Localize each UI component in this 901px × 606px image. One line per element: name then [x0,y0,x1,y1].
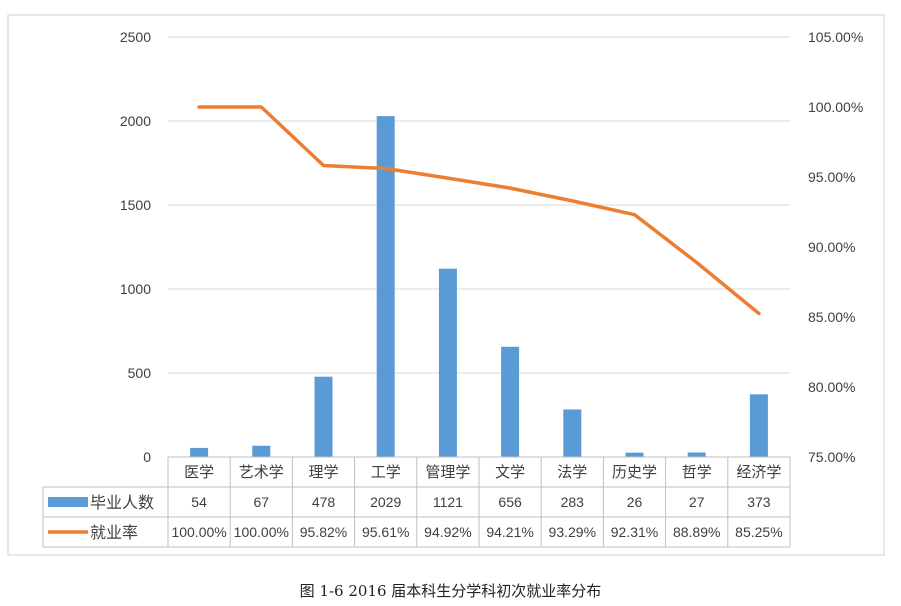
category-label: 理学 [308,463,338,481]
bar [749,394,768,457]
bar [687,452,706,457]
data-label: 26 [627,494,643,510]
left-axis-tick-label: 0 [143,449,151,465]
category-label: 工学 [371,463,401,481]
data-label: 85.25% [735,524,782,540]
data-label: 94.92% [424,524,471,540]
bar [625,452,644,457]
data-label: 88.89% [673,524,720,540]
bar [376,116,395,458]
right-axis-tick-label: 105.00% [808,29,863,45]
left-axis-tick-label: 1500 [120,197,151,213]
legend-label: 毕业人数 [90,493,154,512]
right-axis: 75.00% 80.00% 85.00% 90.00% 95.00% 100.00% 105… [808,29,863,465]
bar [252,445,271,457]
data-label: 95.82% [300,524,347,540]
data-label: 656 [498,494,522,510]
bar [501,346,520,457]
category-label: 文学 [495,463,525,481]
category-label: 经济学 [736,463,781,481]
line-series [197,105,761,316]
right-axis-tick-label: 85.00% [808,309,855,325]
data-label: 1121 [433,494,463,510]
left-axis-tick-label: 500 [128,365,152,381]
data-label: 92.31% [611,524,658,540]
series-line [197,105,761,316]
data-label: 54 [191,494,207,510]
left-axis-tick-label: 2500 [120,29,151,45]
category-label: 法学 [557,463,587,481]
data-label: 100.00% [234,524,289,540]
left-axis-tick-label: 1000 [120,281,151,297]
data-label: 93.29% [549,524,596,540]
data-label: 95.61% [362,524,409,540]
bar [314,376,333,457]
category-label: 管理学 [425,463,470,481]
data-label: 2029 [370,494,401,510]
right-axis-tick-label: 100.00% [808,99,863,115]
right-axis-tick-label: 90.00% [808,239,855,255]
bar [563,409,582,457]
data-label: 478 [312,494,336,510]
figure-caption: 图 1-6 2016 届本科生分学科初次就业率分布 [299,582,602,600]
bar-series [190,116,768,458]
right-axis-tick-label: 75.00% [808,449,855,465]
data-label: 283 [561,494,585,510]
data-label: 94.21% [486,524,533,540]
data-label: 373 [747,494,771,510]
category-label: 历史学 [612,463,657,481]
left-axis-tick-label: 2000 [120,113,151,129]
category-label: 医学 [184,463,214,481]
left-axis: 0 500 1000 1500 2000 2500 [120,29,151,465]
right-axis-tick-label: 95.00% [808,169,855,185]
data-label: 67 [254,494,270,510]
bar [190,447,209,457]
category-label: 哲学 [682,463,712,481]
data-label: 100.00% [171,524,226,540]
legend-swatch-bar [48,497,88,507]
right-axis-tick-label: 80.00% [808,379,855,395]
legend-label: 就业率 [90,523,138,542]
data-label: 27 [689,494,705,510]
category-label: 艺术学 [239,463,284,481]
bar [438,268,457,457]
